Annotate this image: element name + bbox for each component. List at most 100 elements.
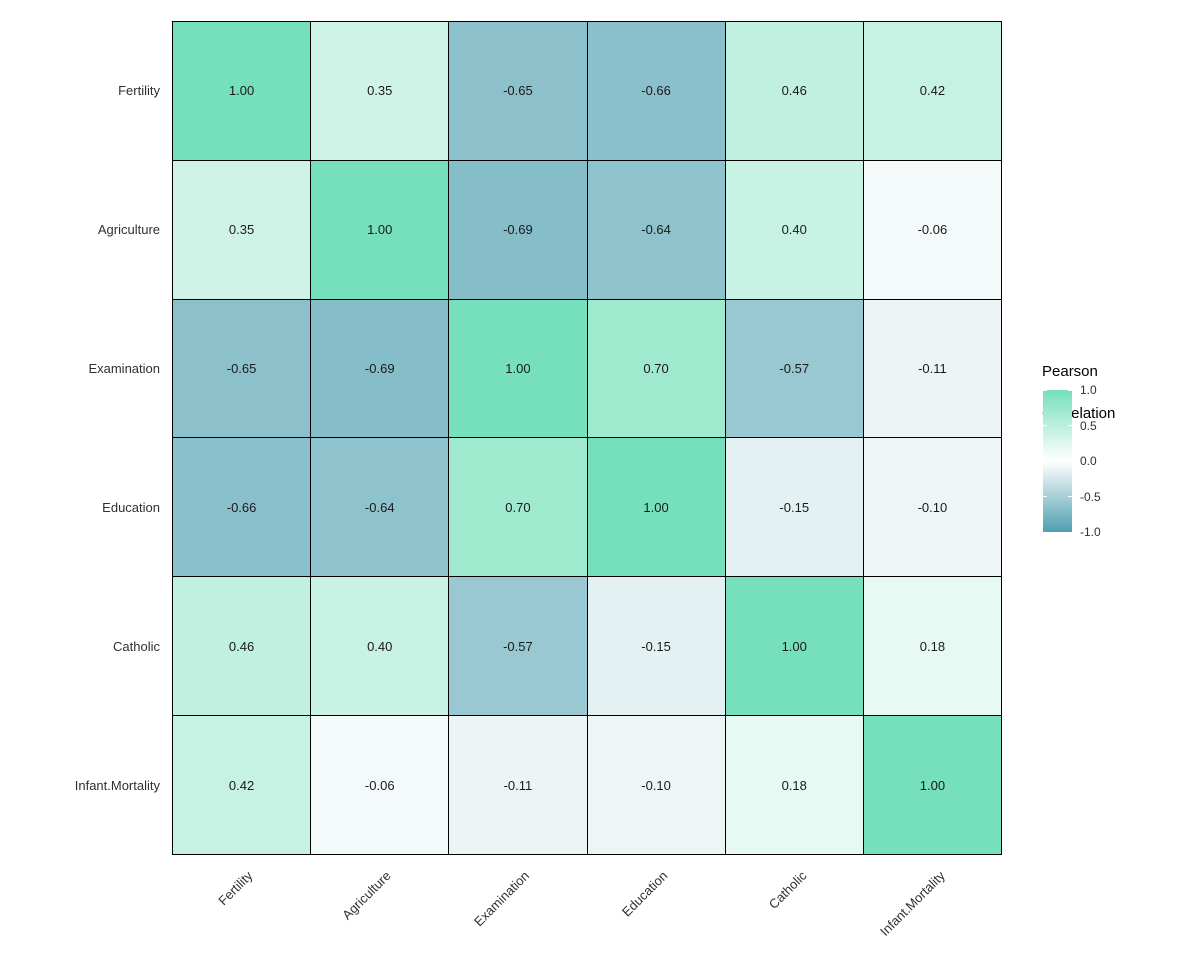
cell-value-label: 0.18 [781,777,807,793]
heatmap-cell: -0.06 [863,160,1001,299]
heatmap-cell: -0.69 [311,299,449,438]
cell-value-label: -0.64 [364,499,395,515]
x-axis-label: Catholic [765,868,810,912]
cell-value-label: 1.00 [228,83,255,99]
x-axis-label: Agriculture [339,868,395,923]
heatmap-cell: 1.00 [863,716,1001,854]
heatmap-cell: -0.66 [173,438,311,577]
cell-value-label: -0.11 [503,777,533,793]
cell-value-label: 0.70 [643,361,669,377]
heatmap-cell: -0.65 [173,299,311,438]
heatmap-cell: 0.42 [173,716,311,854]
heatmap-cell: -0.57 [725,299,863,438]
legend-tick-label: 0.5 [1080,418,1097,433]
heatmap-cell: -0.11 [449,716,587,854]
cell-value-label: -0.69 [364,361,395,377]
legend-tick-mark [1068,460,1072,462]
y-axis-label: Infant.Mortality [74,777,160,793]
cell-value-label: 0.35 [228,222,255,238]
legend-tick-mark [1043,425,1047,426]
cell-value-label: 1.00 [919,777,946,793]
legend-tick-label: 1.0 [1080,383,1097,397]
cell-value-label: -0.65 [503,83,533,99]
heatmap-cell: -0.64 [311,438,449,577]
heatmap-cell: 0.40 [311,577,449,716]
heatmap-cell: -0.10 [863,438,1001,577]
cell-value-label: -0.11 [918,361,947,377]
y-axis-label: Agriculture [97,221,160,237]
cell-value-label: -0.06 [364,777,395,793]
heatmap-cell: -0.06 [311,716,449,854]
heatmap-cell: 0.40 [725,160,863,299]
heatmap-cell: 0.35 [311,22,449,160]
cell-value-label: 1.00 [367,222,393,238]
cell-value-label: -0.57 [779,361,810,377]
cell-value-label: -0.10 [641,777,671,793]
legend-tick-mark [1043,531,1047,533]
cell-value-label: 0.46 [781,83,807,99]
heatmap-cell: 1.00 [587,438,725,577]
heatmap-cell: -0.66 [587,22,725,160]
legend-tick-mark [1068,531,1072,533]
legend-tick-label: 0.0 [1080,454,1097,468]
heatmap-cell: 0.18 [725,716,863,854]
legend-tick-mark [1068,496,1072,497]
cell-value-label: -0.64 [641,222,671,238]
legend-tick-mark [1068,425,1072,426]
cell-value-label: -0.66 [226,499,257,515]
heatmap-cell: -0.10 [587,716,725,854]
cell-value-label: 0.42 [228,777,255,793]
y-axis-label: Education [102,499,160,515]
heatmap-cell: -0.11 [863,299,1001,438]
cell-value-label: 0.46 [228,638,255,654]
cell-value-label: 0.18 [919,638,946,654]
legend-tick-mark [1068,389,1072,391]
cell-value-label: 0.40 [367,638,393,654]
heatmap-cell: -0.65 [449,22,587,160]
y-axis-label: Examination [88,360,160,376]
heatmap-cell: 0.18 [863,577,1001,716]
cell-value-label: -0.57 [503,638,533,654]
cell-value-label: 1.00 [643,499,669,515]
x-axis-label: Fertility [215,868,256,909]
cell-value-label: 0.35 [367,83,393,99]
y-axis-label: Catholic [113,638,160,654]
cell-value-label: 1.00 [505,361,531,377]
y-axis-label: Fertility [118,82,160,98]
cell-value-label: -0.15 [641,638,671,654]
legend-tick-label: -0.5 [1080,489,1101,504]
heatmap-cell: 0.35 [173,160,311,299]
heatmap-cell: 0.70 [449,438,587,577]
cell-value-label: -0.65 [226,361,257,377]
legend-tick-mark [1043,460,1047,462]
x-axis-label: Education [619,868,671,920]
heatmap-panel: 1.00 0.35 -0.65 -0.66 0.46 0.42 0.35 1.00 -0.69 -… [172,21,1002,855]
legend-title-line1: Pearson [1042,363,1098,380]
heatmap-cell: -0.69 [449,160,587,299]
heatmap-cell: -0.15 [587,577,725,716]
heatmap-cell: 0.46 [173,577,311,716]
legend-tick-mark [1043,496,1047,497]
legend-tick-mark [1043,389,1047,391]
cell-value-label: 0.40 [781,222,807,238]
cell-value-label: 0.70 [505,499,531,515]
legend-tick-label: -1.0 [1080,525,1101,539]
cell-value-label: -0.10 [917,499,948,515]
heatmap-cell: -0.64 [587,160,725,299]
heatmap-cell: 0.42 [863,22,1001,160]
heatmap-cell: 1.00 [725,577,863,716]
cell-value-label: 0.42 [919,83,946,99]
legend-gradient-bar [1043,390,1072,532]
heatmap-cell: 0.70 [587,299,725,438]
heatmap-cell: 1.00 [311,160,449,299]
heatmap-cell: 0.46 [725,22,863,160]
x-axis-label: Examination [471,868,533,930]
cell-value-label: 1.00 [781,638,807,654]
cell-value-label: -0.66 [641,83,671,99]
cell-value-label: -0.06 [917,222,948,238]
x-axis-label: Infant.Mortality [876,868,948,939]
cell-value-label: -0.69 [503,222,533,238]
heatmap-cell: 1.00 [173,22,311,160]
heatmap-cell: -0.15 [725,438,863,577]
